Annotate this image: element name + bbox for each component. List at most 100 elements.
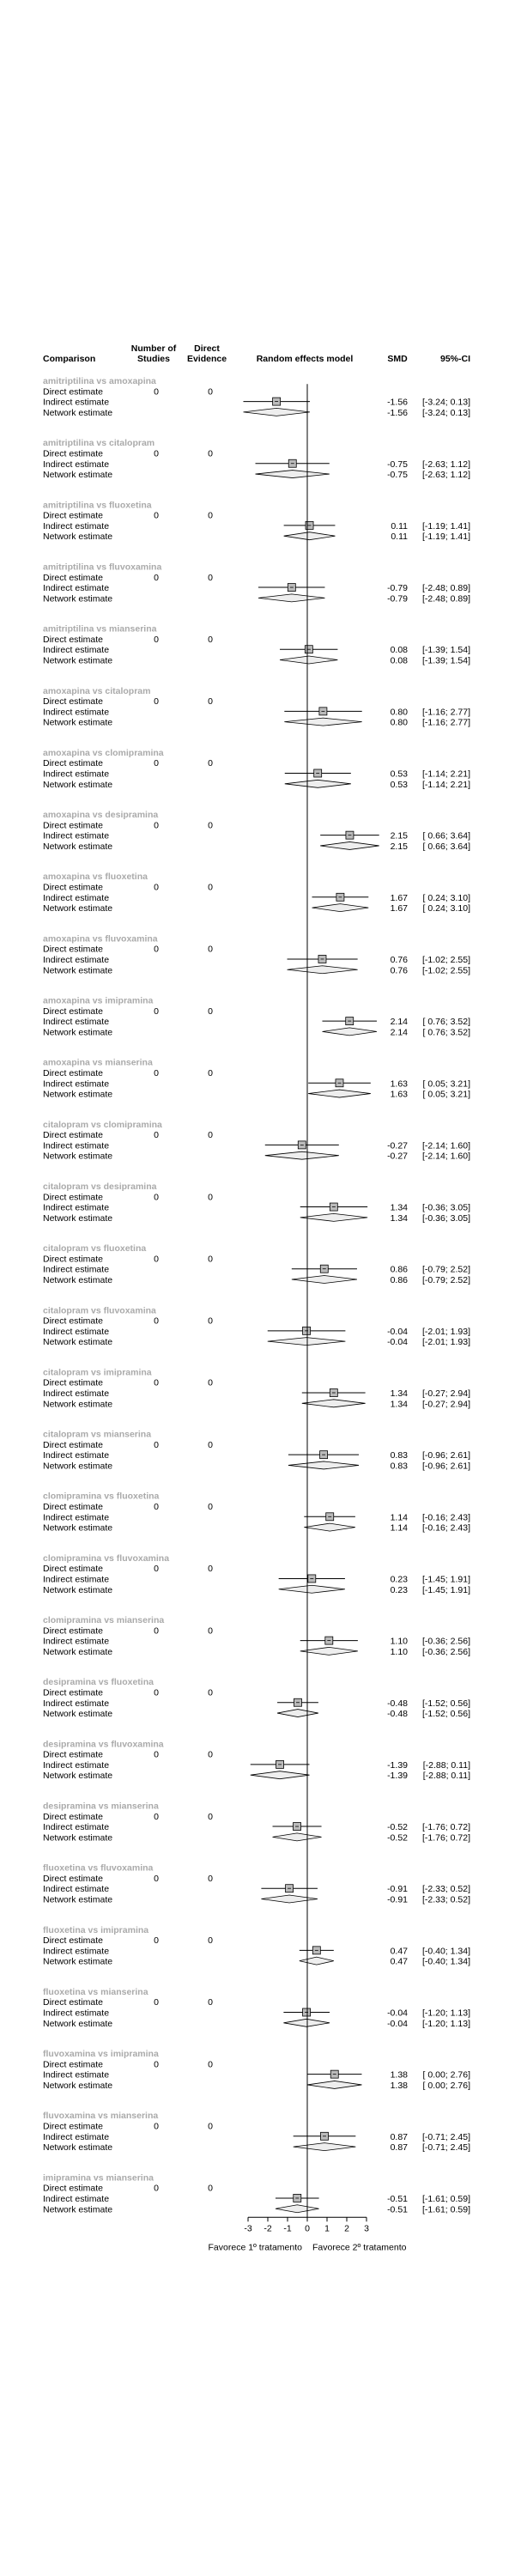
network-smd-value: -0.04 bbox=[387, 1337, 408, 1347]
network-estimate-diamond bbox=[312, 903, 369, 913]
indirect-ci-value: [-0.96; 2.61] bbox=[422, 1450, 470, 1461]
studies-count: 0 bbox=[154, 2122, 159, 2132]
indirect-smd-value: 1.14 bbox=[391, 1512, 409, 1522]
row-label-indirect: Indirect estimate bbox=[43, 583, 109, 593]
indirect-smd-value: 1.38 bbox=[391, 2070, 409, 2081]
network-estimate-diamond bbox=[276, 1709, 318, 1717]
row-label-direct: Direct estimate bbox=[43, 2184, 103, 2194]
network-estimate-diamond bbox=[284, 779, 351, 788]
direct-evidence: 0 bbox=[208, 635, 213, 645]
comparison-title: clomipramina vs mianserina bbox=[43, 1615, 164, 1625]
comparison-title: citalopram vs fluvoxamina bbox=[43, 1305, 156, 1315]
row-label-direct: Direct estimate bbox=[43, 1564, 103, 1574]
indirect-smd-value: -1.39 bbox=[387, 1760, 408, 1771]
row-label-direct: Direct estimate bbox=[43, 511, 103, 521]
network-ci-value: [-2.33; 0.52] bbox=[422, 1895, 470, 1905]
indirect-smd-value: 0.53 bbox=[391, 769, 409, 780]
row-label-direct: Direct estimate bbox=[43, 1378, 103, 1388]
row-label-direct: Direct estimate bbox=[43, 1750, 103, 1760]
network-estimate-diamond bbox=[306, 2081, 362, 2089]
network-smd-value: -0.52 bbox=[387, 1832, 408, 1843]
network-smd-value: -0.04 bbox=[387, 2019, 408, 2029]
comparison-title: fluoxetina vs mianserina bbox=[43, 1987, 148, 1997]
row-label-network: Network estimate bbox=[43, 1399, 112, 1409]
x-tick-label: -2 bbox=[264, 2223, 271, 2233]
network-ci-value: [-2.63; 1.12] bbox=[422, 470, 470, 480]
comparison-title: fluoxetina vs imipramina bbox=[43, 1925, 148, 1935]
row-label-direct: Direct estimate bbox=[43, 758, 103, 769]
network-estimate-diamond bbox=[287, 965, 358, 975]
network-estimate-diamond bbox=[304, 1522, 355, 1532]
network-estimate-diamond bbox=[267, 1337, 346, 1346]
direct-evidence: 0 bbox=[208, 1316, 213, 1327]
studies-count: 0 bbox=[154, 1006, 159, 1017]
studies-count: 0 bbox=[154, 945, 159, 955]
indirect-ci-value: [-2.63; 1.12] bbox=[422, 459, 470, 470]
indirect-smd-value: 2.15 bbox=[391, 831, 409, 841]
row-label-indirect: Indirect estimate bbox=[43, 2070, 109, 2081]
network-estimate-diamond bbox=[299, 1956, 334, 1965]
row-label-network: Network estimate bbox=[43, 2019, 112, 2029]
direct-evidence: 0 bbox=[208, 1068, 213, 1078]
x-tick-label: 2 bbox=[344, 2223, 349, 2233]
studies-count: 0 bbox=[154, 1130, 159, 1140]
indirect-ci-value: [-1.61; 0.59] bbox=[422, 2194, 470, 2204]
comparison-title: citalopram vs fluoxetina bbox=[43, 1243, 146, 1254]
network-ci-value: [-1.16; 2.77] bbox=[422, 718, 470, 728]
network-ci-value: [ 0.66; 3.64] bbox=[423, 841, 471, 852]
comparison-title: clomipramina vs fluoxetina bbox=[43, 1492, 160, 1502]
comparison-title: amoxapina vs desipramina bbox=[43, 810, 158, 820]
comparison-title: amoxapina vs clomipramina bbox=[43, 748, 164, 758]
direct-evidence: 0 bbox=[208, 1687, 213, 1698]
row-label-network: Network estimate bbox=[43, 965, 112, 975]
row-label-indirect: Indirect estimate bbox=[43, 955, 109, 965]
indirect-smd-value: -0.75 bbox=[387, 459, 408, 470]
studies-count: 0 bbox=[154, 1502, 159, 1512]
row-label-direct: Direct estimate bbox=[43, 635, 103, 645]
network-ci-value: [-1.45; 1.91] bbox=[422, 1585, 470, 1595]
row-label-direct: Direct estimate bbox=[43, 696, 103, 707]
indirect-smd-value: 1.34 bbox=[391, 1203, 409, 1213]
network-smd-value: 0.08 bbox=[391, 656, 409, 666]
direct-evidence: 0 bbox=[208, 1750, 213, 1760]
studies-count: 0 bbox=[154, 2184, 159, 2194]
network-ci-value: [-0.96; 2.61] bbox=[422, 1461, 470, 1471]
comparison-title: amoxapina vs citalopram bbox=[43, 686, 150, 696]
indirect-ci-value: [-0.36; 3.05] bbox=[422, 1203, 470, 1213]
indirect-smd-value: -1.56 bbox=[387, 398, 408, 408]
row-label-network: Network estimate bbox=[43, 1585, 112, 1595]
comparison-title: amoxapina vs fluoxetina bbox=[43, 872, 148, 882]
header-studies-line2: Studies bbox=[137, 354, 170, 364]
studies-count: 0 bbox=[154, 883, 159, 893]
network-ci-value: [-0.71; 2.45] bbox=[422, 2142, 470, 2153]
comparison-title: citalopram vs desipramina bbox=[43, 1182, 157, 1192]
network-ci-value: [-0.79; 2.52] bbox=[422, 1275, 470, 1285]
indirect-smd-value: 0.47 bbox=[391, 1946, 409, 1956]
network-ci-value: [-3.24; 0.13] bbox=[422, 408, 470, 418]
direct-evidence: 0 bbox=[208, 2122, 213, 2132]
network-estimate-diamond bbox=[278, 1584, 345, 1594]
comparison-title: amoxapina vs mianserina bbox=[43, 1058, 153, 1068]
network-estimate-diamond bbox=[243, 407, 311, 416]
network-ci-value: [-1.52; 0.56] bbox=[422, 1709, 470, 1719]
indirect-ci-value: [-1.76; 0.72] bbox=[422, 1822, 470, 1832]
indirect-smd-value: -0.79 bbox=[387, 583, 408, 593]
network-estimate-diamond bbox=[283, 2018, 330, 2027]
comparison-title: fluoxetina vs fluvoxamina bbox=[43, 1863, 154, 1874]
network-ci-value: [ 0.76; 3.52] bbox=[423, 1027, 471, 1037]
direct-evidence: 0 bbox=[208, 758, 213, 769]
row-label-indirect: Indirect estimate bbox=[43, 1884, 109, 1894]
indirect-ci-value: [ 0.24; 3.10] bbox=[423, 893, 471, 903]
indirect-smd-value: 0.08 bbox=[391, 645, 409, 655]
row-label-indirect: Indirect estimate bbox=[43, 1017, 109, 1027]
row-label-indirect: Indirect estimate bbox=[43, 893, 109, 903]
row-label-network: Network estimate bbox=[43, 718, 112, 728]
comparison-title: citalopram vs imipramina bbox=[43, 1367, 152, 1377]
row-label-direct: Direct estimate bbox=[43, 1812, 103, 1822]
